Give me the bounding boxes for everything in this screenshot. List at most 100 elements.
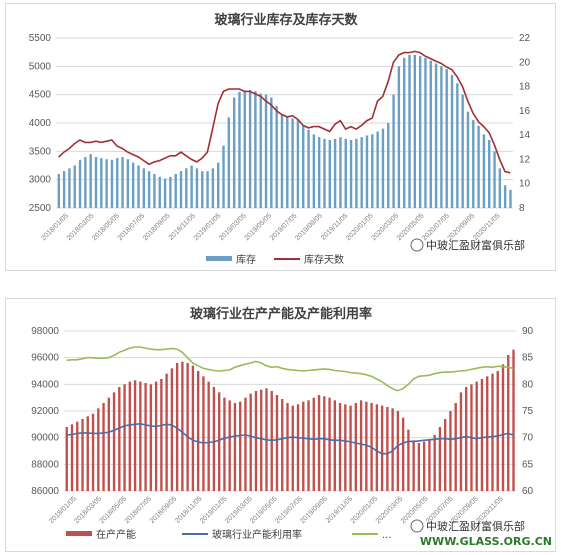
bar xyxy=(191,365,195,491)
bar xyxy=(280,114,284,208)
y2-tick-label: 60 xyxy=(522,486,534,497)
bar xyxy=(186,363,189,491)
watermark-text: 中玻汇盈财富俱乐部 xyxy=(426,519,525,533)
bar xyxy=(418,56,422,209)
bar xyxy=(323,138,326,208)
bar xyxy=(501,364,505,491)
y-tick-label: 3500 xyxy=(29,146,52,157)
watermark-url: WWW.GLASS.ORG.CN xyxy=(420,535,552,548)
bar xyxy=(486,376,489,491)
bar xyxy=(165,373,168,491)
bar xyxy=(174,174,177,208)
wechat-icon xyxy=(410,519,424,533)
bar xyxy=(312,134,316,208)
bar xyxy=(149,384,153,491)
bar xyxy=(344,404,347,491)
bar xyxy=(110,159,114,208)
y2-tick-label: 75 xyxy=(522,406,534,417)
bar xyxy=(477,125,480,208)
bar xyxy=(254,91,257,208)
bar xyxy=(147,171,151,208)
inventory-chart: 玻璃行业库存及库存天数 2500 3000 3500 4000 4500 5000 5500… xyxy=(29,12,531,266)
bar xyxy=(212,387,216,491)
y-tick-label: 98000 xyxy=(31,326,59,337)
bar xyxy=(102,403,105,491)
bar xyxy=(349,140,353,208)
bar xyxy=(503,185,507,208)
bar xyxy=(154,381,158,491)
bar xyxy=(392,94,395,208)
bar xyxy=(480,379,484,491)
bar xyxy=(365,135,369,208)
bar xyxy=(391,408,394,491)
bar xyxy=(211,168,215,208)
bar xyxy=(100,158,103,208)
legend-label: ... xyxy=(382,530,392,541)
bar xyxy=(333,138,337,208)
bar xyxy=(264,94,268,208)
watermark-text: 中玻汇盈财富俱乐部 xyxy=(426,238,525,252)
bar xyxy=(158,176,161,208)
bar xyxy=(449,411,452,491)
bar xyxy=(296,120,300,208)
bar xyxy=(429,60,432,208)
bar xyxy=(207,381,210,491)
bar xyxy=(488,140,491,208)
legend-swatch xyxy=(206,256,232,261)
y2-tick-label: 8 xyxy=(519,203,525,214)
bar xyxy=(227,117,231,208)
bar xyxy=(475,381,478,491)
bar xyxy=(354,403,358,491)
bar xyxy=(302,401,305,491)
bar xyxy=(307,400,310,491)
bar xyxy=(302,125,305,208)
bar xyxy=(196,371,200,491)
legend-label: 玻璃行业产能利用率 xyxy=(212,528,302,541)
bar xyxy=(338,403,342,491)
x-tick-label: 2020/11/05 xyxy=(472,212,501,241)
y2-tick-label: 85 xyxy=(522,353,534,364)
bar xyxy=(281,399,284,491)
y-tick-label: 4000 xyxy=(29,118,52,129)
bar xyxy=(185,168,188,208)
bar xyxy=(70,424,74,491)
bar xyxy=(195,168,199,208)
bar xyxy=(459,392,463,491)
bar xyxy=(238,91,241,208)
bar xyxy=(89,154,92,208)
y-tick-label: 86000 xyxy=(31,486,59,497)
bar xyxy=(386,407,389,491)
bar xyxy=(239,401,242,491)
bar xyxy=(190,165,193,208)
bar xyxy=(144,383,147,491)
bar xyxy=(349,405,352,491)
bar xyxy=(202,376,205,491)
wechat-icon xyxy=(410,238,424,252)
bar xyxy=(365,401,368,491)
bar xyxy=(428,440,431,491)
bar xyxy=(260,389,263,491)
bar xyxy=(482,134,486,208)
bar xyxy=(201,171,204,208)
bar xyxy=(413,55,417,208)
bar xyxy=(472,120,475,208)
bar xyxy=(175,363,179,491)
bar xyxy=(73,165,76,208)
bar xyxy=(466,111,470,208)
bar xyxy=(170,368,174,491)
bar xyxy=(371,134,374,208)
bar xyxy=(396,411,400,491)
y2-tick-label: 22 xyxy=(519,33,531,44)
bar xyxy=(86,416,89,491)
y2-tick-label: 80 xyxy=(522,379,534,390)
bar xyxy=(381,128,385,208)
y2-tick-label: 10 xyxy=(519,179,531,190)
bar xyxy=(412,440,415,491)
bar xyxy=(417,443,421,491)
bar xyxy=(422,441,426,491)
bar xyxy=(68,168,71,208)
y2-tick-label: 14 xyxy=(519,130,531,141)
bar xyxy=(450,74,454,208)
bar xyxy=(94,157,98,208)
bar xyxy=(493,151,496,208)
